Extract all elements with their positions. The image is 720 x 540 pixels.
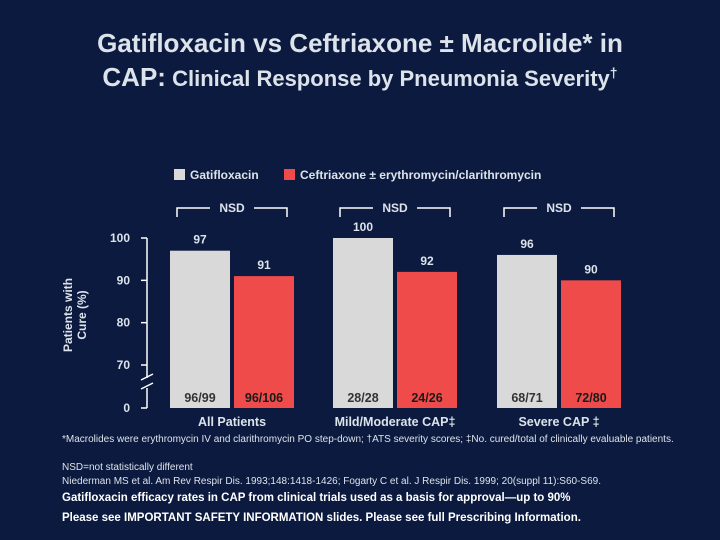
significance-label: NSD	[219, 201, 245, 215]
bar-data-label: 100	[353, 220, 373, 234]
bar-count-label: 24/26	[411, 391, 442, 405]
footnote-2: NSD=not statistically different	[62, 462, 193, 473]
safety-note: Please see IMPORTANT SAFETY INFORMATION …	[62, 512, 581, 524]
significance-label-bg	[537, 200, 581, 214]
axis-break-mark	[140, 382, 154, 390]
bar-count-label: 72/80	[575, 391, 606, 405]
significance-label: NSD	[382, 201, 408, 215]
bar	[170, 250, 230, 408]
significance-label: NSD	[546, 201, 572, 215]
legend-label-gatifloxacin: Gatifloxacin	[190, 168, 259, 182]
y-tick-label: 80	[117, 316, 131, 330]
bar	[234, 276, 294, 408]
x-category-label: Mild/Moderate CAP‡	[335, 415, 456, 429]
bar-data-label: 97	[193, 233, 207, 247]
x-category-label: All Patients	[198, 415, 266, 429]
efficacy-note: Gatifloxacin efficacy rates in CAP from …	[62, 492, 571, 504]
title-mark: †	[609, 64, 618, 81]
title-prefix: CAP:	[102, 62, 166, 92]
x-category-label: Severe CAP ‡	[518, 415, 599, 429]
legend-swatch-ceftriaxone	[284, 169, 295, 180]
slide-title-line2: CAP: Clinical Response by Pneumonia Seve…	[0, 62, 720, 93]
bar	[497, 254, 557, 408]
y-tick-label: 70	[117, 358, 131, 372]
y-tick-label: 0	[123, 401, 130, 415]
bar	[561, 280, 621, 408]
legend-swatch-gatifloxacin	[174, 169, 185, 180]
y-tick-label: 100	[110, 231, 130, 245]
bar-data-label: 96	[520, 237, 534, 251]
footnote-1: *Macrolides were erythromycin IV and cla…	[62, 434, 674, 445]
bar-count-label: 68/71	[511, 391, 542, 405]
y-axis-label-line2: Cure (%)	[75, 290, 89, 339]
bar-data-label: 91	[257, 258, 271, 272]
y-tick-label: 90	[117, 273, 131, 287]
legend-label-ceftriaxone: Ceftriaxone ± erythromycin/clarithromyci…	[300, 168, 541, 182]
bar	[397, 271, 457, 408]
footnote-3: Niederman MS et al. Am Rev Respir Dis. 1…	[62, 476, 601, 487]
significance-label-bg	[373, 200, 417, 214]
bar-count-label: 96/99	[184, 391, 215, 405]
bar-count-label: 96/106	[245, 391, 283, 405]
significance-label-bg	[210, 200, 254, 214]
y-axis-label-line1: Patients with	[61, 278, 75, 352]
bar	[333, 238, 393, 408]
bar-data-label: 90	[584, 262, 598, 276]
bar-count-label: 28/28	[347, 391, 378, 405]
slide-title-line1: Gatifloxacin vs Ceftriaxone ± Macrolide*…	[97, 28, 623, 58]
title-rest: Clinical Response by Pneumonia Severity	[172, 66, 610, 91]
bar-data-label: 92	[420, 254, 434, 268]
axis-break-mark	[140, 373, 154, 381]
